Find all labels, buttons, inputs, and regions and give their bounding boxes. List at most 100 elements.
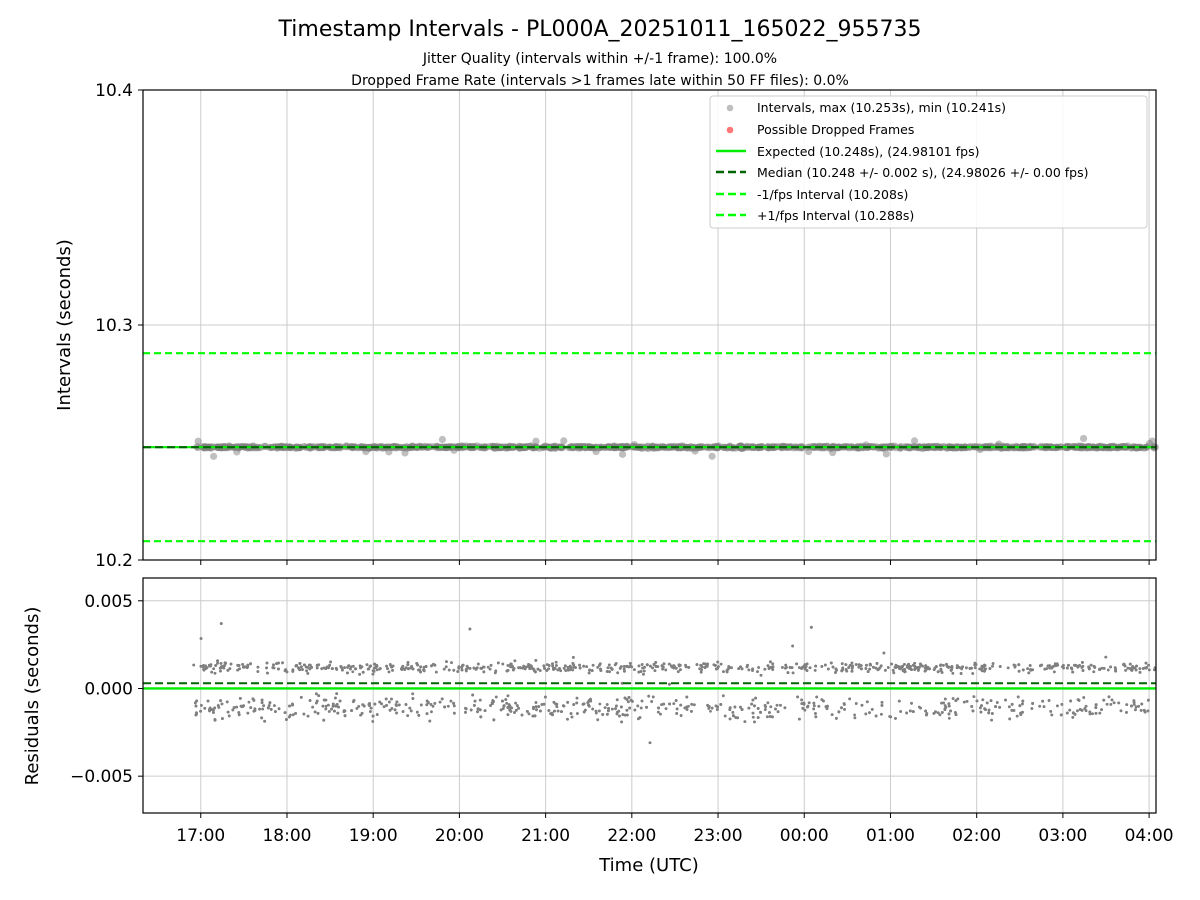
residual-point [226, 710, 230, 714]
residual-point [598, 662, 602, 666]
residual-point [362, 704, 366, 708]
residual-point [261, 707, 265, 711]
residual-point [214, 664, 218, 667]
residual-point [674, 699, 678, 702]
residual-point [1106, 668, 1110, 672]
residual-point [814, 664, 818, 668]
residual-point [622, 665, 626, 668]
residual-point [199, 637, 203, 640]
residual-point [679, 714, 683, 717]
residual-point [722, 670, 725, 674]
residual-point [226, 668, 230, 672]
residual-point [731, 710, 735, 714]
residual-point [834, 716, 838, 720]
residual-point [980, 704, 983, 708]
x-tick-label: 18:00 [262, 826, 311, 846]
residual-point [359, 713, 363, 717]
residual-point [1107, 695, 1111, 699]
residual-point [572, 703, 576, 706]
residual-point [452, 668, 456, 672]
residual-point [540, 703, 544, 706]
residual-point [509, 710, 513, 713]
residual-point [627, 695, 631, 699]
residual-point [925, 712, 929, 715]
residual-point [482, 665, 485, 669]
residual-point [460, 668, 464, 672]
residual-point [525, 710, 529, 713]
residual-point [1038, 704, 1042, 708]
residual-point [854, 702, 858, 705]
residual-point [560, 710, 563, 714]
residual-point [716, 660, 720, 664]
residual-point [322, 666, 326, 670]
interval-point [708, 452, 716, 460]
residual-point [284, 669, 288, 672]
residual-point [219, 699, 223, 703]
residual-point [1049, 709, 1053, 713]
residual-point [605, 703, 609, 706]
residual-point [304, 665, 308, 669]
residual-point [806, 705, 809, 709]
residual-point [408, 706, 412, 710]
residual-point [973, 666, 977, 670]
residual-point [743, 720, 747, 724]
residual-point [256, 670, 260, 673]
residual-point [868, 711, 871, 715]
residual-point [751, 715, 755, 719]
residual-point [291, 669, 295, 673]
residual-point [306, 714, 310, 718]
residual-point [864, 667, 868, 670]
residual-point [575, 712, 579, 715]
residual-point [903, 670, 907, 674]
residual-point [206, 699, 210, 703]
residual-point [217, 705, 221, 709]
residual-point [1021, 702, 1024, 706]
residual-point [368, 665, 372, 668]
residual-point [501, 699, 504, 703]
residual-point [621, 713, 625, 716]
residual-point [864, 712, 868, 716]
residual-point [224, 661, 228, 665]
residual-point [763, 704, 767, 707]
residual-point [277, 707, 281, 711]
residual-point [1109, 665, 1112, 669]
residuals-grid [143, 578, 1156, 813]
residual-point [518, 666, 522, 670]
residual-point [1021, 710, 1024, 714]
residual-point [879, 712, 883, 716]
residual-point [767, 667, 771, 670]
residual-point [513, 659, 517, 663]
residual-point [347, 664, 351, 668]
interval-point [560, 437, 568, 445]
residual-point [371, 672, 375, 676]
intervals-y-tick-label: 10.3 [95, 316, 133, 336]
residual-point [625, 664, 629, 668]
residual-point [639, 706, 643, 710]
residual-point [633, 708, 637, 712]
interval-point [678, 442, 686, 450]
residual-point [705, 664, 709, 668]
residual-point [267, 704, 271, 707]
residual-point [384, 697, 388, 701]
residual-point [365, 663, 369, 667]
residual-point [469, 708, 473, 712]
residual-point [623, 696, 627, 700]
residual-point [315, 666, 319, 670]
residual-point [1048, 664, 1051, 668]
residual-point [501, 707, 505, 711]
residual-point [1030, 707, 1034, 710]
residual-point [542, 702, 546, 706]
residual-point [199, 704, 203, 707]
residual-point [629, 664, 633, 668]
residual-point [784, 666, 787, 670]
residual-point [446, 704, 450, 708]
residual-point [499, 708, 503, 712]
residual-point [623, 669, 626, 673]
residual-point [639, 670, 643, 673]
residual-point [848, 697, 852, 701]
residual-point [934, 665, 938, 668]
residual-point [841, 668, 844, 672]
residual-point [932, 668, 936, 672]
residual-point [501, 662, 505, 666]
residual-point [695, 663, 699, 666]
